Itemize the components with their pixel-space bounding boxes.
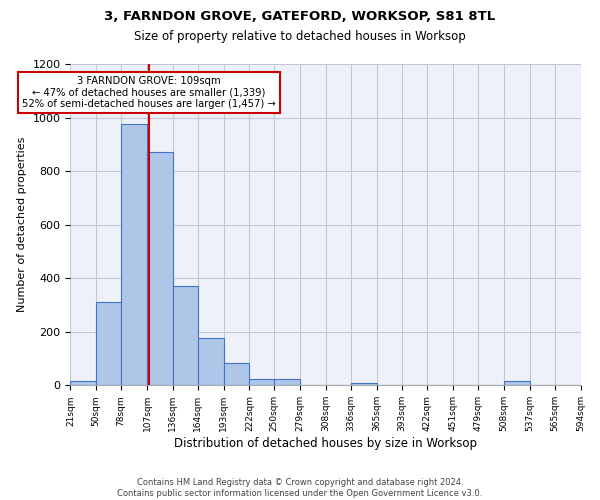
Text: 3, FARNDON GROVE, GATEFORD, WORKSOP, S81 8TL: 3, FARNDON GROVE, GATEFORD, WORKSOP, S81… <box>104 10 496 23</box>
Bar <box>96 302 121 386</box>
Bar <box>351 382 377 386</box>
Y-axis label: Number of detached properties: Number of detached properties <box>17 137 27 312</box>
Bar <box>224 362 250 386</box>
X-axis label: Distribution of detached houses by size in Worksop: Distribution of detached houses by size … <box>174 437 477 450</box>
Text: Contains HM Land Registry data © Crown copyright and database right 2024.
Contai: Contains HM Land Registry data © Crown c… <box>118 478 482 498</box>
Bar <box>250 378 274 386</box>
Text: 3 FARNDON GROVE: 109sqm
← 47% of detached houses are smaller (1,339)
52% of semi: 3 FARNDON GROVE: 109sqm ← 47% of detache… <box>22 76 275 110</box>
Bar <box>198 338 224 386</box>
Bar <box>70 382 96 386</box>
Bar <box>504 382 530 386</box>
Bar <box>173 286 198 386</box>
Bar <box>274 378 300 386</box>
Bar <box>121 124 147 386</box>
Bar <box>147 152 173 386</box>
Text: Size of property relative to detached houses in Worksop: Size of property relative to detached ho… <box>134 30 466 43</box>
